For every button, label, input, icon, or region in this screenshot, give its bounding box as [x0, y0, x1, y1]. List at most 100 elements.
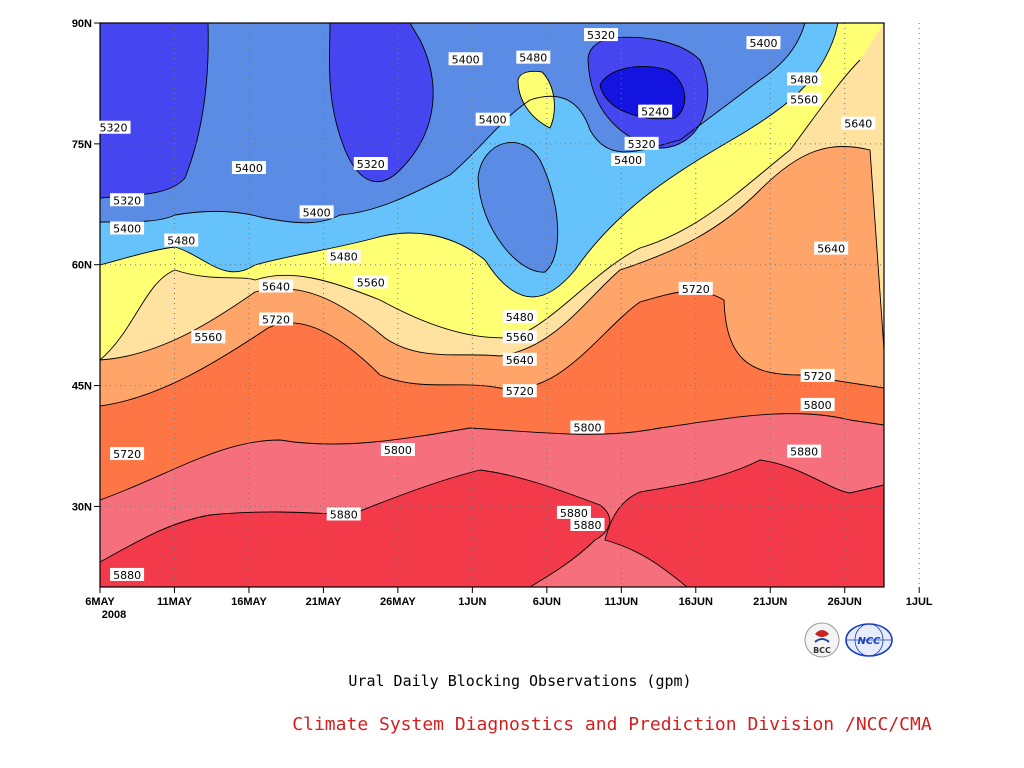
contour-label: 5640	[841, 116, 876, 131]
contour-line	[100, 290, 884, 407]
contour-label: 5320	[584, 28, 619, 42]
contour-line	[517, 70, 555, 129]
contour-label: 5480	[326, 249, 361, 264]
contour-label-text: 5800	[384, 444, 412, 457]
contour-label-text: 5560	[790, 94, 818, 107]
contour-label-bg	[570, 420, 605, 434]
contour-label: 5480	[164, 233, 199, 248]
chart-title: Ural Daily Blocking Observations (gpm)	[348, 672, 692, 690]
x-tick-label: 16MAY	[231, 596, 267, 608]
plot-frame	[99, 22, 885, 588]
contour-label-text: 5800	[573, 421, 601, 434]
contour-label-bg	[96, 120, 131, 134]
contour-label-bg	[353, 157, 388, 170]
contour-label: 5400	[448, 52, 483, 66]
contour-line	[100, 59, 861, 361]
contour-label-text: 5400	[452, 53, 480, 66]
contour-label-bg	[611, 152, 646, 166]
y-tick-label: 60N	[72, 260, 92, 272]
y-tick-label: 90N	[72, 18, 92, 30]
contour-line	[100, 413, 884, 501]
contour-label: 5320	[624, 136, 659, 151]
y-tick-label: 30N	[72, 501, 92, 513]
contour-label: 5800	[570, 420, 605, 434]
contour-label-bg	[787, 72, 822, 86]
contour-label-bg	[800, 368, 835, 382]
contour-label-bg	[787, 92, 822, 106]
contour-label-bg	[231, 161, 266, 175]
contour-label-bg	[326, 249, 361, 263]
contour-label: 5480	[502, 310, 537, 324]
x-tick-label: 1JUN	[458, 596, 486, 608]
contour-band	[100, 23, 209, 198]
contour-label-text: 5720	[804, 370, 832, 383]
ncc-logo-text: NCC	[857, 636, 881, 647]
y-axis: 30N 45N 60N 75N 90N	[72, 18, 100, 513]
contour-label-bg	[678, 281, 713, 295]
contour-label-text: 5720	[262, 314, 290, 327]
contour-label-bg	[624, 136, 659, 150]
contour-label-text: 5480	[330, 251, 358, 264]
x-tick-label: 11MAY	[157, 596, 193, 608]
contour-line-layer	[100, 23, 884, 587]
contour-label-text: 5560	[194, 331, 222, 344]
contour-label-text: 5880	[330, 508, 358, 521]
contour-label-text: 5480	[506, 311, 534, 324]
contour-label-bg	[326, 507, 361, 521]
contour-label: 5400	[611, 152, 646, 167]
contour-label-bg	[299, 205, 334, 219]
contour-label-text: 5880	[560, 507, 588, 520]
contour-line	[477, 142, 559, 273]
contour-label-bg	[475, 112, 510, 126]
contour-label-text: 5720	[113, 448, 141, 461]
contour-label: 5880	[570, 517, 605, 532]
contour-label-bg	[110, 567, 145, 581]
x-tick-label: 6MAY	[85, 596, 115, 608]
contour-label-bg	[164, 233, 199, 247]
contour-label: 5320	[96, 120, 131, 135]
contour-label: 5400	[110, 221, 145, 235]
contour-label-bg	[502, 352, 537, 366]
contour-band	[329, 23, 434, 182]
bcc-logo-wave	[814, 638, 830, 643]
contour-label-text: 5320	[628, 138, 656, 151]
contour-label-text: 5480	[790, 73, 818, 86]
contour-band	[478, 142, 558, 273]
contour-line	[604, 459, 884, 587]
contour-label: 5800	[380, 443, 415, 457]
contour-label-text: 5400	[113, 222, 141, 235]
contour-label-bg	[638, 104, 673, 118]
contour-label: 5720	[259, 312, 294, 327]
contour-label-text: 5320	[113, 194, 141, 207]
bcc-logo-swirl	[815, 630, 829, 637]
contour-label-bg	[841, 116, 876, 130]
contour-label-bg	[746, 36, 781, 50]
contour-label: 5560	[191, 330, 226, 344]
contour-label-text: 5640	[844, 118, 872, 131]
chart-credit: Climate System Diagnostics and Predictio…	[292, 714, 932, 735]
contour-label-text: 5400	[235, 162, 263, 175]
contour-label: 5560	[502, 330, 537, 344]
contour-label: 5640	[259, 279, 294, 293]
ncc-logo: NCC	[845, 623, 893, 657]
x-tick-label: 26JUN	[828, 596, 862, 608]
contour-label: 5880	[787, 444, 822, 459]
contour-label: 5800	[800, 397, 835, 412]
bcc-logo-text: BCC	[813, 646, 831, 655]
contour-label-bg	[502, 330, 537, 344]
contour-label-bg	[570, 517, 605, 531]
contour-label-text: 5720	[682, 283, 710, 296]
contour-band	[518, 71, 555, 128]
contour-label-bg	[110, 221, 145, 235]
contour-label: 5400	[299, 205, 334, 219]
contour-label-text: 5880	[573, 519, 601, 532]
contour-label-bg	[502, 310, 537, 324]
contour-label-text: 5640	[262, 280, 290, 293]
contour-label-text: 5880	[113, 569, 141, 582]
contour-label-text: 5720	[506, 385, 534, 398]
y-tick-label: 45N	[72, 381, 92, 393]
contour-label: 5720	[800, 368, 835, 383]
contour-label-bg	[787, 444, 822, 458]
contour-label: 5720	[502, 384, 537, 398]
